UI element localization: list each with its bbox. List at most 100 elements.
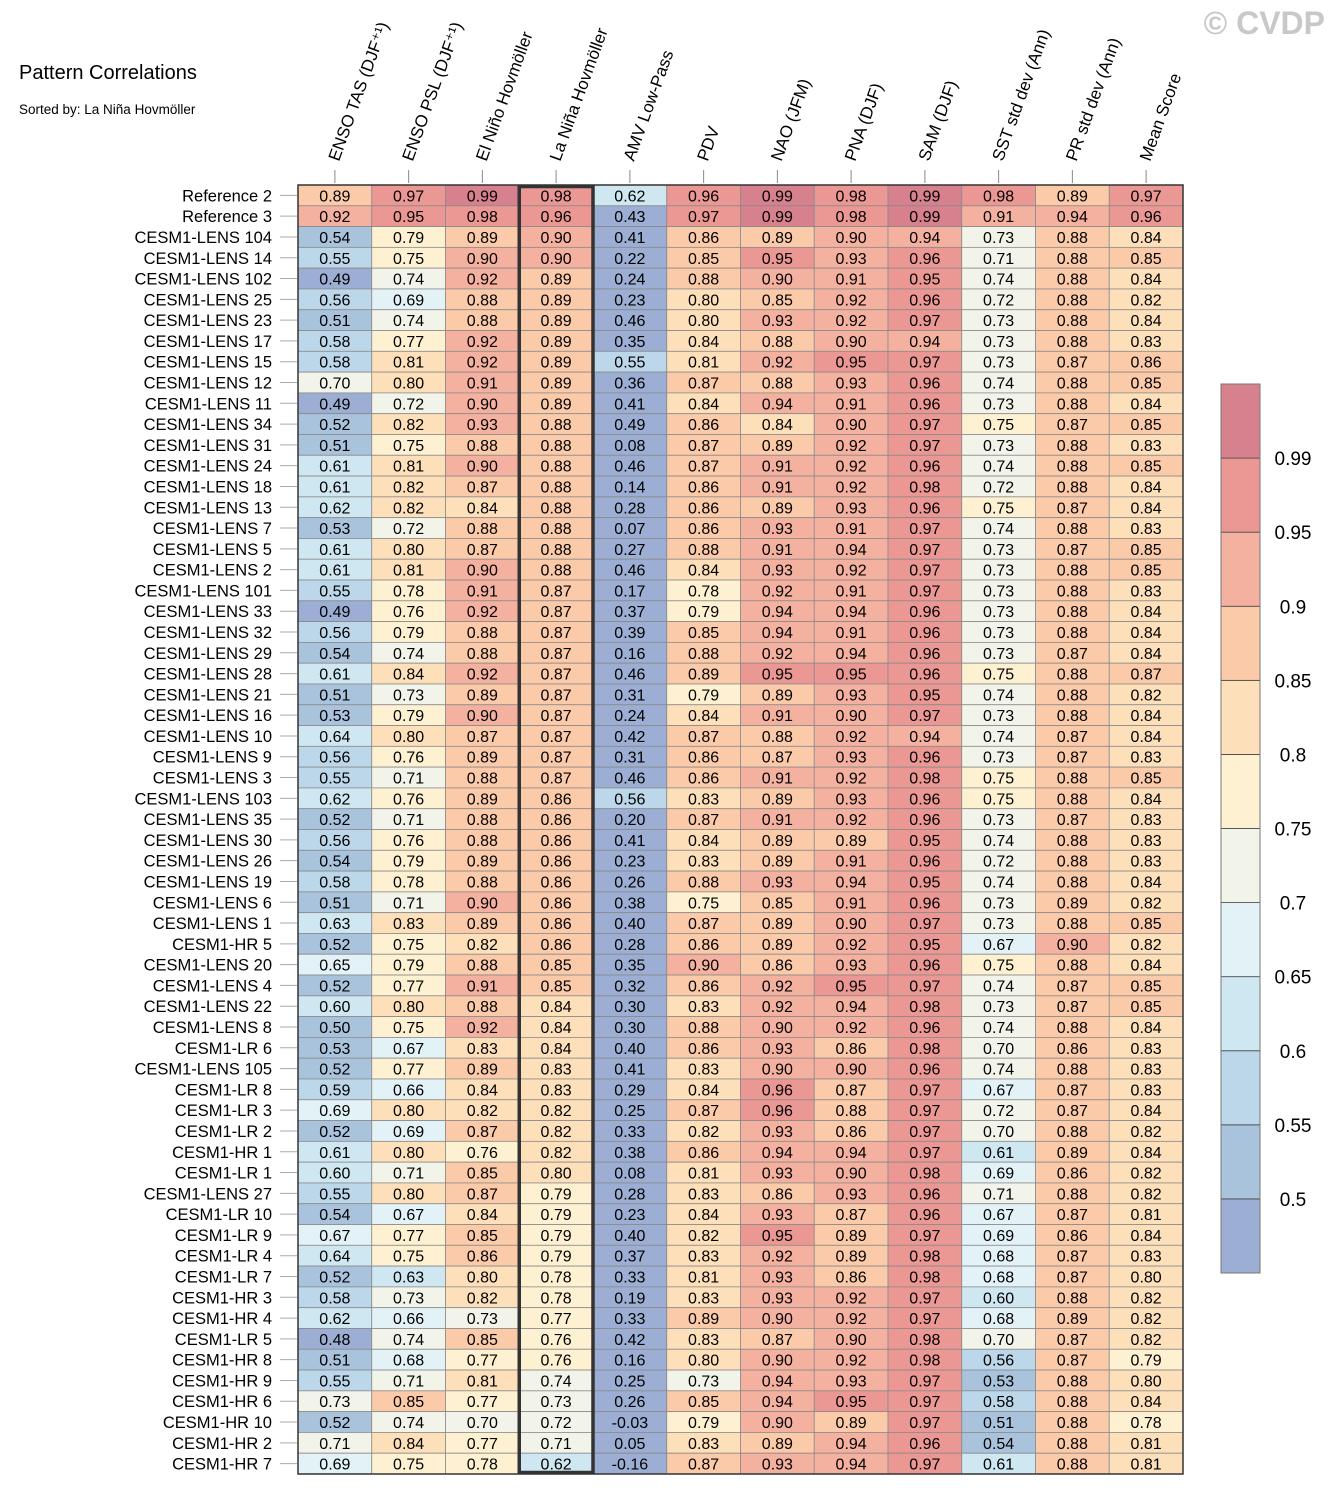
cell-value: 0.96 [541, 209, 572, 226]
cell-value: 0.93 [762, 1290, 793, 1307]
cell-value: 0.52 [319, 812, 350, 829]
cell-value: 0.60 [319, 999, 350, 1016]
cell-value: 0.54 [319, 1207, 350, 1224]
cell-value: 0.87 [1057, 750, 1088, 767]
cell-value: 0.89 [541, 355, 572, 372]
cell-value: 0.96 [909, 625, 940, 642]
cell-value: 0.95 [762, 251, 793, 268]
cell-value: 0.61 [319, 667, 350, 684]
cell-value: 0.62 [319, 1311, 350, 1328]
cell-value: 0.87 [836, 1082, 867, 1099]
cell-value: 0.64 [319, 729, 350, 746]
cell-value: 0.74 [983, 978, 1014, 995]
heatmap-border [297, 184, 1184, 1475]
row-label: CESM1-HR 3 [172, 1289, 272, 1307]
cell-value: 0.88 [688, 646, 719, 663]
cell-value: 0.85 [1131, 376, 1162, 393]
colorbar-bin [1220, 531, 1261, 607]
cell-value: 0.67 [393, 1207, 424, 1224]
cell-value: 0.53 [319, 1041, 350, 1058]
cell-value: 0.77 [467, 1436, 498, 1453]
cell-value: 0.72 [983, 854, 1014, 871]
cell-value: 0.81 [688, 355, 719, 372]
cell-value: 0.88 [1057, 916, 1088, 933]
cell-value: 0.87 [1057, 1332, 1088, 1349]
cell-value: 0.74 [983, 1020, 1014, 1037]
cell-value: 0.83 [688, 1249, 719, 1266]
cell-value: 0.96 [909, 500, 940, 517]
cell-value: 0.84 [688, 563, 719, 580]
cell-value: 0.81 [688, 1166, 719, 1183]
cell-value: 0.91 [467, 583, 498, 600]
cell-value: 0.75 [983, 771, 1014, 788]
cell-value: 0.79 [393, 708, 424, 725]
row-label: CESM1-LENS 20 [144, 957, 272, 975]
cell-value: 0.88 [467, 313, 498, 330]
cell-value: 0.90 [836, 916, 867, 933]
cell-value: 0.92 [762, 583, 793, 600]
cell-value: 0.84 [467, 1207, 498, 1224]
cell-value: 0.79 [541, 1207, 572, 1224]
cell-value: 0.07 [614, 521, 645, 538]
cell-value: 0.91 [836, 895, 867, 912]
cell-value: 0.52 [319, 1124, 350, 1141]
cell-value: 0.90 [762, 1062, 793, 1079]
cell-value: 0.55 [319, 1186, 350, 1203]
cell-value: 0.20 [614, 812, 645, 829]
row-label: CESM1-LENS 22 [144, 998, 272, 1016]
cell-value: 0.88 [1057, 1124, 1088, 1141]
cell-value: 0.84 [1131, 1394, 1162, 1411]
row-label: CESM1-LENS 33 [144, 603, 272, 621]
cell-value: 0.93 [762, 1457, 793, 1474]
cell-value: 0.88 [1057, 1186, 1088, 1203]
cell-value: 0.93 [762, 1166, 793, 1183]
cell-value: 0.84 [688, 1082, 719, 1099]
cell-value: 0.74 [983, 521, 1014, 538]
cell-value: 0.89 [762, 438, 793, 455]
row-label: CESM1-LENS 18 [144, 478, 272, 496]
cell-value: 0.88 [762, 376, 793, 393]
cell-value: 0.93 [762, 563, 793, 580]
cell-value: 0.97 [909, 563, 940, 580]
cell-value: 0.84 [467, 1082, 498, 1099]
row-label: CESM1-LR 1 [175, 1165, 272, 1183]
cell-value: 0.83 [688, 1062, 719, 1079]
cell-value: 0.73 [541, 1394, 572, 1411]
cell-value: 0.80 [541, 1166, 572, 1183]
cell-value: 0.74 [393, 1415, 424, 1432]
cell-value: 0.76 [541, 1353, 572, 1370]
cell-value: 0.94 [836, 1436, 867, 1453]
cell-value: 0.87 [1057, 542, 1088, 559]
cell-value: 0.77 [541, 1311, 572, 1328]
row-label: CESM1-LENS 102 [134, 271, 272, 289]
colorbar-tick-label: 0.75 [1275, 820, 1312, 841]
cell-value: 0.89 [467, 230, 498, 247]
cell-value: 0.62 [319, 500, 350, 517]
cell-value: 0.99 [762, 188, 793, 205]
colorbar-bin [1220, 679, 1261, 755]
cell-value: 0.82 [467, 1103, 498, 1120]
cell-value: 0.96 [909, 604, 940, 621]
colorbar-bin [1220, 605, 1261, 681]
cell-value: 0.76 [393, 750, 424, 767]
cell-value: 0.85 [1131, 771, 1162, 788]
cell-value: 0.69 [983, 1228, 1014, 1245]
cell-value: 0.92 [467, 355, 498, 372]
cell-value: 0.85 [1131, 978, 1162, 995]
row-label: CESM1-LR 7 [175, 1268, 272, 1286]
column-headers: ENSO TAS (DJF⁺¹) ENSO PSL (DJF⁺¹) El Niño … [325, 19, 1185, 183]
row-label: CESM1-LR 10 [166, 1206, 272, 1224]
cell-value: 0.61 [319, 479, 350, 496]
cell-value: 0.80 [688, 1353, 719, 1370]
cell-value: 0.86 [1131, 355, 1162, 372]
cell-value: 0.78 [393, 583, 424, 600]
cell-value: 0.83 [467, 1041, 498, 1058]
cell-value: 0.97 [909, 1145, 940, 1162]
cell-value: 0.96 [909, 292, 940, 309]
cell-value: 0.52 [319, 937, 350, 954]
cell-value: 0.88 [467, 625, 498, 642]
cell-value: 0.52 [319, 1415, 350, 1432]
cell-value: 0.80 [1131, 1373, 1162, 1390]
cell-value: 0.87 [541, 667, 572, 684]
